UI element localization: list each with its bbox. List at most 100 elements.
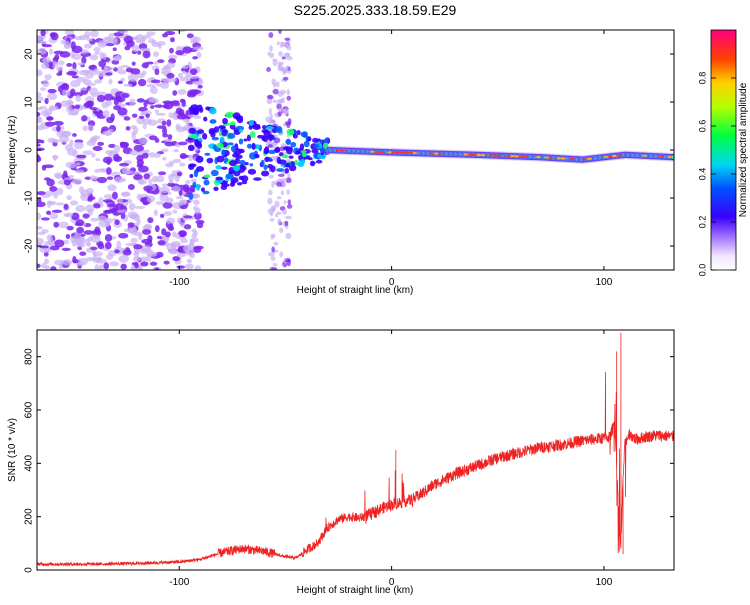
figure-title: S225.2025.333.18.59.E29: [0, 2, 750, 18]
heatmap-blob: [42, 44, 52, 47]
heatmap-blob: [276, 182, 281, 187]
heatmap-blob: [148, 179, 152, 184]
heatmap-blob: [278, 61, 281, 67]
heatmap-blob: [132, 114, 138, 118]
heatmap-blob: [112, 56, 121, 62]
heatmap-blob: [268, 252, 275, 257]
heatmap-blob: [83, 150, 93, 155]
heatmap-blob: [94, 47, 101, 52]
heatmap-blob: [81, 115, 87, 121]
heatmap-blob: [207, 158, 214, 164]
heatmap-blob: [179, 163, 185, 167]
heatmap-blob: [142, 62, 149, 68]
heatmap-blob: [56, 66, 63, 71]
heatmap-blob: [273, 100, 277, 103]
heatmap-blob: [35, 92, 41, 96]
heatmap-blob: [70, 200, 78, 205]
heatmap-blob: [144, 224, 153, 230]
heatmap-blob: [211, 170, 219, 176]
heatmap-blob: [54, 172, 62, 178]
heatmap-blob: [120, 264, 127, 270]
heatmap-blob: [210, 119, 217, 124]
heatmap-blob: [186, 73, 191, 77]
heatmap-blob: [271, 205, 276, 211]
heatmap-blob: [46, 179, 55, 187]
heatmap-blob: [268, 144, 273, 148]
heatmap-blob: [301, 150, 307, 153]
heatmap-blob: [286, 96, 291, 101]
heatmap-blob: [175, 233, 180, 238]
heatmap-blob: [282, 155, 289, 159]
heatmap-blob: [438, 153, 443, 155]
x-tick-label: 100: [596, 277, 613, 288]
heatmap-blob: [147, 195, 155, 202]
heatmap-blob: [413, 152, 418, 154]
heatmap-blob: [157, 240, 165, 245]
heatmap-blob: [157, 125, 167, 128]
heatmap-blob: [185, 119, 190, 125]
heatmap-blob: [317, 154, 322, 159]
heatmap-blob: [74, 141, 84, 149]
colorbar-tick-label: 0.4: [697, 168, 707, 181]
heatmap-blob: [44, 108, 52, 115]
heatmap-blob: [493, 154, 498, 156]
heatmap-blob: [113, 154, 119, 161]
heatmap-blob: [97, 177, 107, 183]
heatmap-blob: [64, 204, 69, 210]
heatmap-blob: [72, 53, 82, 60]
heatmap-blob: [133, 244, 142, 249]
heatmap-blob: [149, 152, 154, 158]
heatmap-blob: [88, 125, 94, 132]
heatmap-blob: [60, 131, 71, 137]
heatmap-blob: [93, 251, 103, 256]
heatmap-blob: [113, 67, 118, 71]
heatmap-blob: [137, 219, 141, 225]
heatmap-blob: [295, 150, 300, 154]
colorbar-gradient: [711, 30, 736, 270]
y-tick-label: 200: [24, 508, 35, 525]
heatmap-blob: [93, 146, 103, 151]
heatmap-blob: [275, 147, 280, 153]
heatmap-blob: [269, 175, 274, 179]
heatmap-blob: [489, 154, 494, 156]
heatmap-blob: [169, 48, 174, 54]
heatmap-blob: [114, 249, 120, 253]
snr-xlabel: Height of straight line (km): [297, 585, 414, 596]
heatmap-blob: [89, 107, 97, 110]
heatmap-blob: [125, 170, 134, 174]
heatmap-blob: [262, 125, 266, 129]
heatmap-blob: [642, 155, 647, 157]
heatmap-blob: [191, 81, 201, 85]
heatmap-blob: [273, 59, 278, 66]
heatmap-blob: [178, 73, 183, 78]
heatmap-blob: [97, 216, 107, 222]
heatmap-blob: [115, 176, 124, 182]
heatmap-blob: [282, 209, 287, 215]
heatmap-blob: [266, 67, 271, 72]
heatmap-blob: [147, 217, 153, 223]
heatmap-blob: [177, 217, 181, 224]
heatmap-blob: [221, 149, 225, 156]
heatmap-blob: [65, 144, 73, 151]
heatmap-blob: [570, 158, 575, 160]
heatmap-blob: [536, 156, 541, 158]
heatmap-blob: [253, 177, 262, 181]
heatmap-blob: [47, 201, 56, 204]
heatmap-blob: [284, 42, 290, 46]
heatmap-blob: [67, 99, 73, 107]
y-tick-label: 0: [24, 147, 35, 153]
heatmap-blob: [142, 153, 149, 159]
heatmap-blob: [273, 242, 278, 246]
heatmap-blob: [172, 210, 177, 214]
heatmap-blob: [40, 87, 46, 91]
heatmap-blob: [196, 156, 204, 163]
heatmap-blob: [66, 63, 72, 67]
heatmap-blob: [266, 126, 274, 130]
heatmap-blob: [264, 157, 269, 162]
heatmap-blob: [131, 214, 138, 219]
heatmap-blob: [268, 150, 275, 154]
heatmap-blob: [248, 169, 256, 175]
heatmap-blob: [121, 142, 129, 147]
heatmap-blob: [75, 205, 85, 212]
y-tick-label: -20: [24, 238, 35, 253]
